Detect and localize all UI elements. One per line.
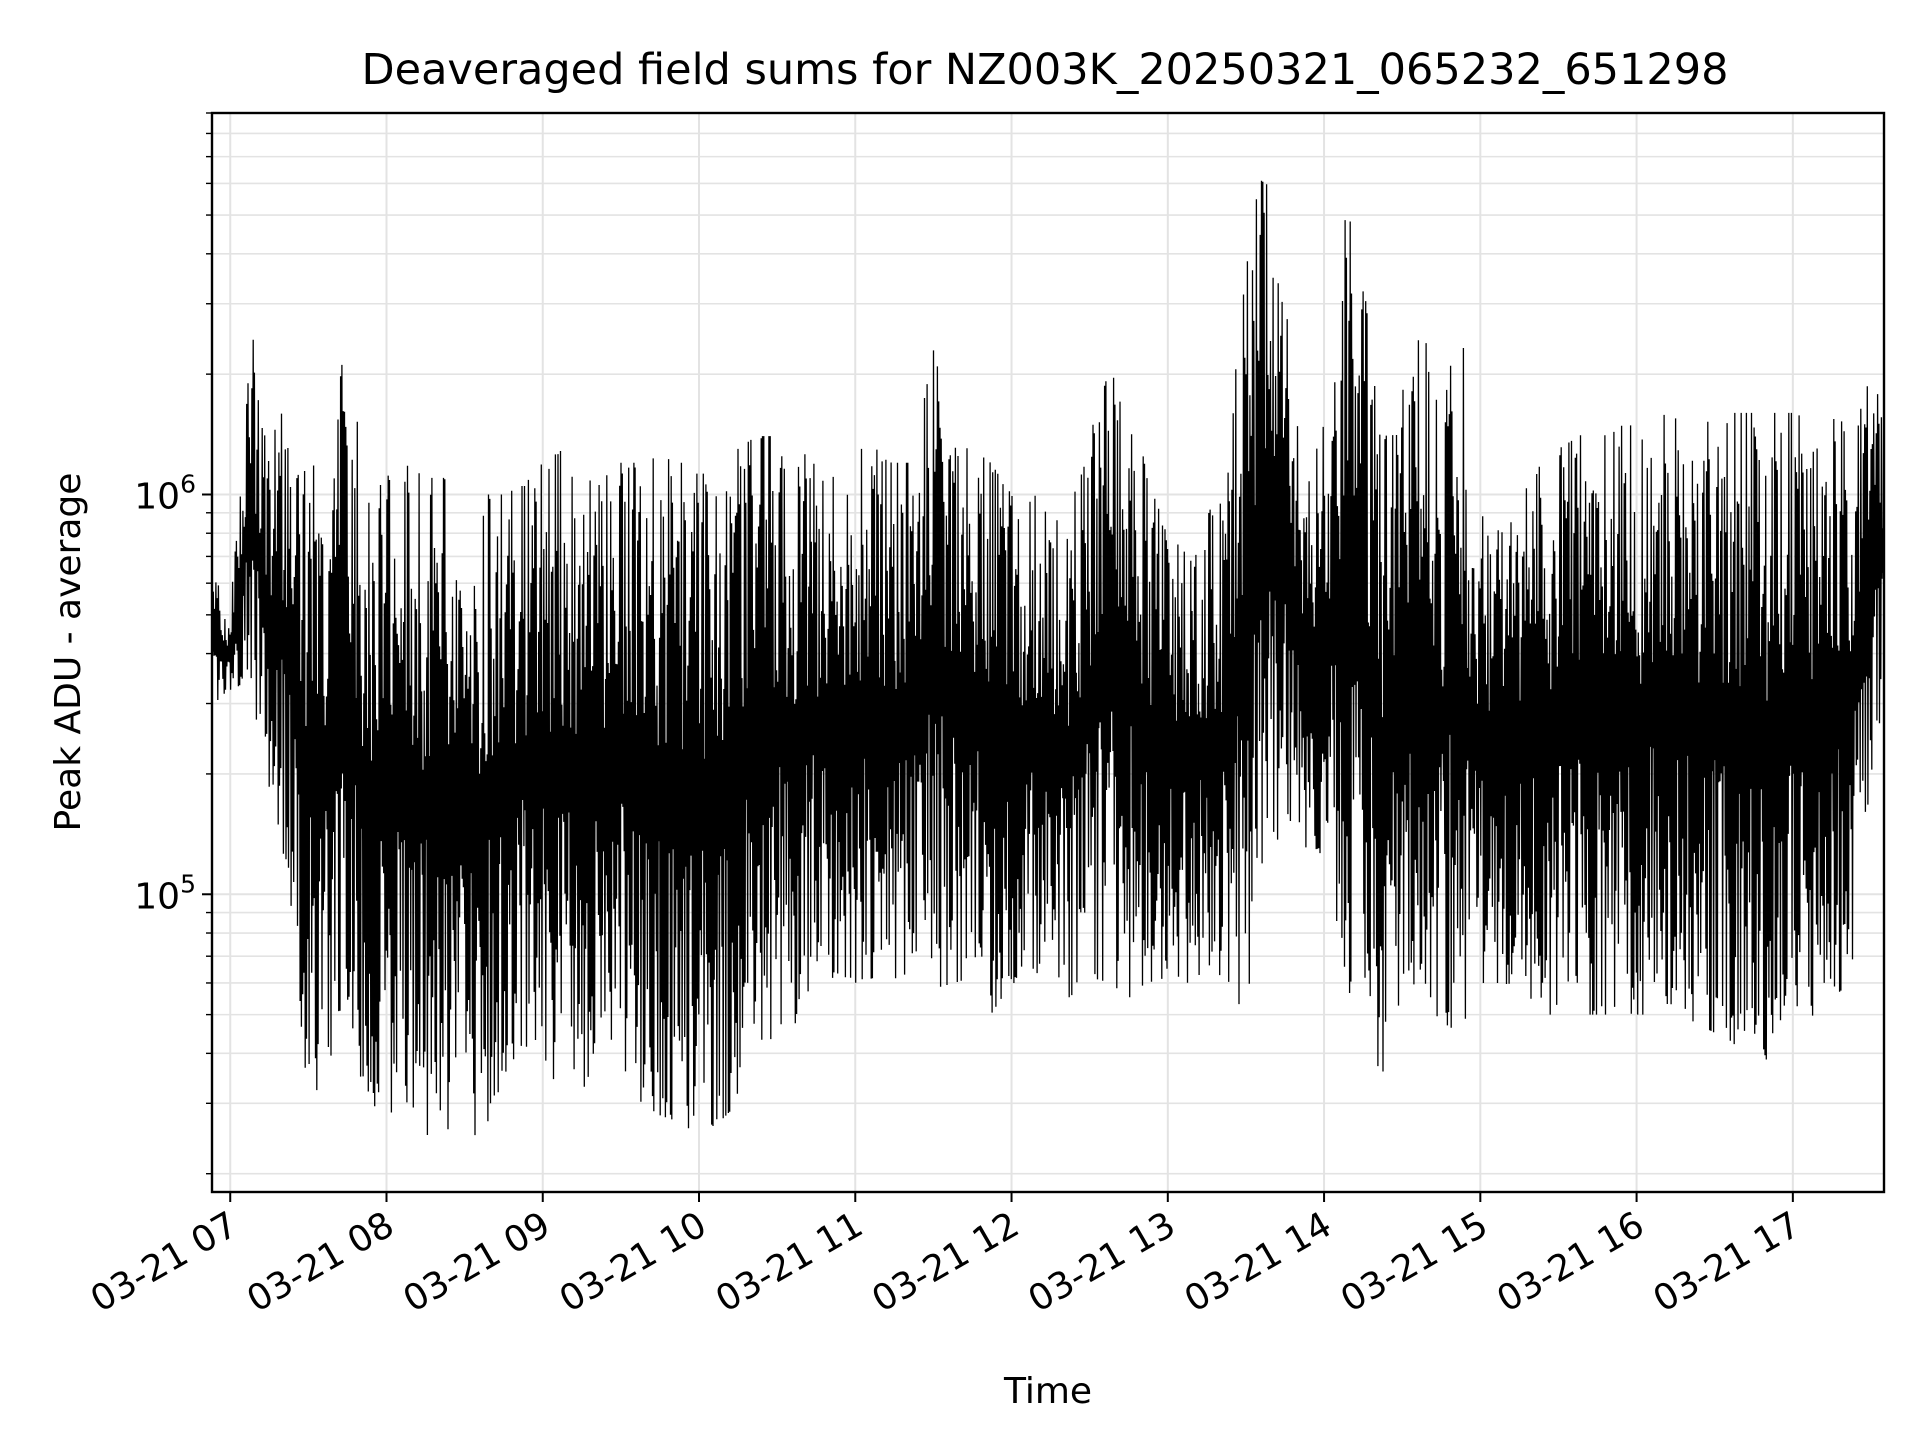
chart-title: Deaveraged field sums for NZ003K_2025032… [362,45,1729,95]
y-tick-label-base: 10 [134,476,180,517]
y-axis-label: Peak ADU - average [48,473,89,832]
y-tick-label: 105 [134,869,196,917]
series-group [211,180,1885,1136]
y-tick-label-base: 10 [134,876,180,917]
y-tick-label-exponent: 5 [180,869,196,898]
x-axis-label: Time [1003,1371,1092,1412]
y-tick-label-exponent: 6 [180,469,196,498]
y-tick-label: 106 [134,469,196,517]
plot-frame [210,111,1886,1194]
series-line [211,180,1885,1136]
